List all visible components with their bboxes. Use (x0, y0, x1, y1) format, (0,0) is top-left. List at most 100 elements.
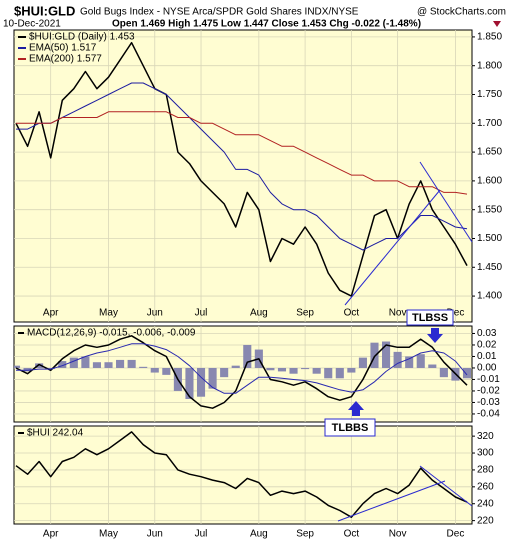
histogram-bar (58, 361, 67, 368)
legend-label: EMA(200) 1.577 (29, 54, 102, 65)
histogram-bar (312, 367, 321, 374)
y-tick-label: 0.02 (477, 340, 497, 351)
histogram-bar (358, 357, 367, 368)
histogram-bar (416, 354, 425, 368)
histogram-bar (127, 359, 136, 368)
histogram-bar (139, 366, 148, 368)
y-tick-label: -0.02 (477, 386, 500, 397)
down-triangle (493, 21, 501, 27)
y-tick-label: 0.00 (477, 363, 497, 374)
x-tick-label: Oct (344, 308, 360, 319)
y-tick-label: 1.850 (477, 32, 502, 43)
x-tick-label: Jul (195, 529, 208, 540)
histogram-bar (347, 367, 356, 373)
series-line (16, 111, 468, 195)
panel (13, 425, 473, 525)
y-tick-label: 220 (477, 515, 494, 526)
annotation: TLBBS (332, 422, 369, 434)
x-tick-label: Dec (447, 308, 465, 319)
series-group (14, 335, 472, 409)
series-line (15, 431, 468, 518)
histogram-bar (185, 367, 194, 400)
y-tick-label: 1.700 (477, 118, 502, 129)
y-tick-label: 240 (477, 498, 494, 509)
y-tick-label: 1.400 (477, 291, 502, 302)
histogram-bar (382, 341, 391, 368)
arrow-up (348, 401, 364, 416)
trendline (419, 161, 473, 243)
histogram-bar (231, 365, 240, 368)
series-group (15, 431, 468, 518)
x-tick-label: Jul (195, 308, 208, 319)
x-tick-label: Apr (43, 529, 59, 540)
x-tick-label: Dec (447, 529, 465, 540)
panel-title: MACD(12,26,9) -0.015, -0.006, -0.009 (27, 328, 196, 339)
histogram-bar (428, 364, 437, 368)
histogram-bar (81, 356, 90, 368)
histogram-bar (162, 367, 171, 375)
histogram-bar (196, 367, 206, 397)
y-tick-label: 320 (477, 431, 494, 442)
description: Gold Bugs Index - NYSE Arca/SPDR Gold Sh… (80, 7, 359, 18)
y-tick-label: 1.550 (477, 204, 502, 215)
y-tick-label: 1.800 (477, 60, 502, 71)
date: 10-Dec-2021 (3, 19, 61, 30)
histogram-bar (277, 367, 287, 372)
y-tick-label: 1.650 (477, 147, 502, 158)
legend-label: $HUI:GLD (Daily) 1.453 (29, 32, 135, 43)
x-tick-label: May (99, 308, 118, 319)
x-tick-label: Sep (296, 308, 314, 319)
x-tick-label: Sep (296, 529, 314, 540)
x-tick-label: Nov (389, 308, 407, 319)
y-tick-label: 0.03 (477, 328, 497, 339)
histogram-bar (301, 367, 310, 370)
y-tick-label: 1.600 (477, 176, 502, 187)
histogram-bar (23, 367, 32, 372)
y-tick-label: 0.01 (477, 351, 497, 362)
histogram-bar (243, 344, 252, 368)
series-group (15, 41, 468, 297)
histogram-bar (14, 365, 21, 368)
y-tick-label: 300 (477, 448, 494, 459)
panel (13, 29, 473, 323)
y-tick-label: -0.04 (477, 409, 500, 420)
symbol: $HUI:GLD (14, 3, 75, 18)
y-tick-label: 1.750 (477, 89, 502, 100)
trendline (419, 465, 473, 507)
histogram-bar (324, 367, 333, 379)
x-tick-label: Nov (389, 529, 407, 540)
histogram-bar (116, 359, 125, 368)
series-line (16, 343, 468, 394)
series-line (16, 82, 468, 251)
y-tick-label: 280 (477, 465, 494, 476)
histogram-bar (439, 367, 448, 378)
x-tick-label: May (99, 529, 118, 540)
y-tick-label: 1.500 (477, 233, 502, 244)
histogram-bar (92, 362, 101, 368)
y-tick-label: -0.03 (477, 397, 500, 408)
histogram-bar (69, 357, 78, 368)
series-line (15, 41, 468, 297)
panel-title: $HUI 242.04 (27, 428, 84, 439)
x-tick-label: Apr (43, 308, 59, 319)
histogram-bar (46, 367, 55, 370)
histogram-bar (289, 367, 298, 374)
histogram-bar (150, 367, 159, 373)
y-tick-label: 260 (477, 481, 494, 492)
arrow-down (427, 328, 443, 343)
source: @ StockCharts.com (417, 7, 506, 18)
histogram-bar (393, 351, 402, 368)
x-tick-label: Aug (250, 308, 268, 319)
annotation-box (324, 418, 376, 437)
histogram-bar (266, 367, 275, 371)
histogram-bar (104, 362, 113, 368)
x-tick-label: Oct (344, 529, 360, 540)
histogram-bar (405, 356, 414, 368)
histogram-bar (35, 363, 44, 368)
trendline (344, 189, 441, 306)
y-tick-label: -0.01 (477, 374, 500, 385)
histogram-bar (462, 367, 472, 379)
histogram-bar (335, 367, 344, 379)
